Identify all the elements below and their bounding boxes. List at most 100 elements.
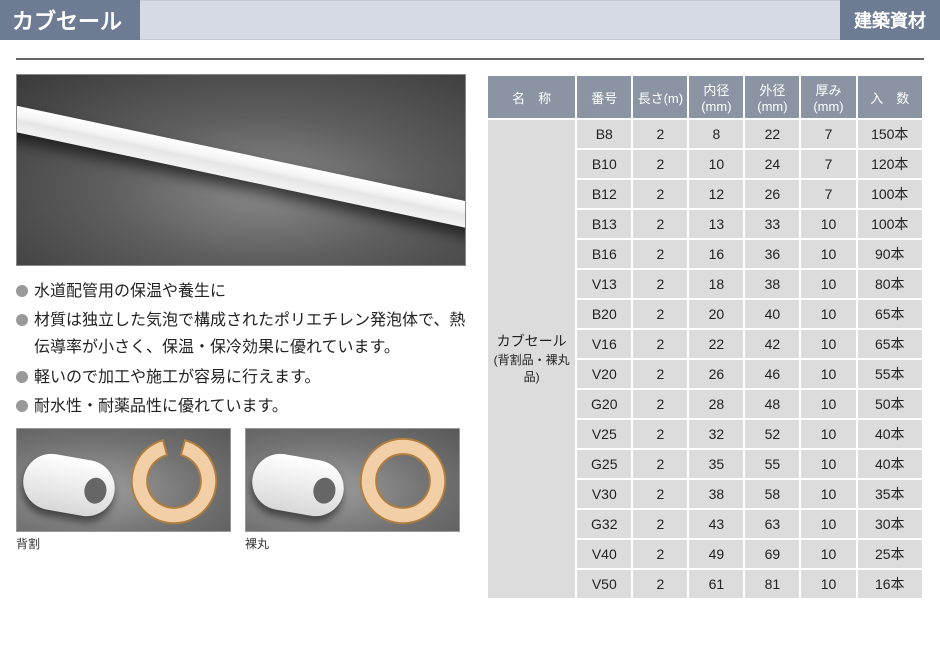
feature-item: 水道配管用の保温や養生に	[16, 278, 466, 305]
table-cell: 2	[632, 539, 688, 569]
table-cell: 13	[688, 209, 744, 239]
feature-item: 軽いので加工や施工が容易に行えます。	[16, 364, 466, 391]
table-cell: 10	[800, 539, 856, 569]
product-photo	[16, 74, 466, 266]
table-cell: 42	[744, 329, 800, 359]
table-cell: B16	[576, 239, 632, 269]
table-header-cell: 入 数	[857, 75, 924, 119]
table-cell: 2	[632, 389, 688, 419]
table-cell: 10	[800, 239, 856, 269]
table-cell: 40本	[857, 449, 924, 479]
table-header-cell: 番号	[576, 75, 632, 119]
table-cell: 48	[744, 389, 800, 419]
header-spacer	[140, 0, 840, 40]
table-cell: 40本	[857, 419, 924, 449]
sample-image	[245, 428, 460, 532]
table-cell: 150本	[857, 119, 924, 149]
table-cell: 2	[632, 419, 688, 449]
table-cell: 10	[800, 509, 856, 539]
table-cell: B20	[576, 299, 632, 329]
bullet-icon	[16, 371, 28, 383]
sample-row: 背割裸丸	[16, 428, 466, 552]
table-cell: 25本	[857, 539, 924, 569]
table-cell: B12	[576, 179, 632, 209]
table-cell: 43	[688, 509, 744, 539]
table-cell: 38	[688, 479, 744, 509]
table-cell: 2	[632, 449, 688, 479]
table-cell: B10	[576, 149, 632, 179]
table-cell: 10	[800, 299, 856, 329]
table-cell: 10	[800, 419, 856, 449]
sample-label: 裸丸	[245, 535, 460, 552]
table-cell: 32	[688, 419, 744, 449]
table-cell: 18	[688, 269, 744, 299]
table-cell: 100本	[857, 179, 924, 209]
table-cell: 2	[632, 509, 688, 539]
table-cell: 35本	[857, 479, 924, 509]
table-header-cell: 長さ(m)	[632, 75, 688, 119]
page-category: 建築資材	[840, 0, 940, 40]
table-cell: 50本	[857, 389, 924, 419]
table-cell: G20	[576, 389, 632, 419]
table-row: カブセール(背割品・裸丸品)B828227150本	[487, 119, 923, 149]
table-cell: 22	[688, 329, 744, 359]
page-title: カブセール	[0, 0, 140, 40]
table-cell: 38	[744, 269, 800, 299]
table-cell: 10	[800, 449, 856, 479]
table-cell: B8	[576, 119, 632, 149]
table-cell: 2	[632, 359, 688, 389]
table-header-row: 名 称番号長さ(m)内径(mm)外径(mm)厚み(mm)入 数	[487, 75, 923, 119]
closed-ring-icon	[355, 433, 451, 529]
table-cell: G25	[576, 449, 632, 479]
table-cell: 10	[688, 149, 744, 179]
table-cell: 22	[744, 119, 800, 149]
table-cell: 12	[688, 179, 744, 209]
feature-text: 水道配管用の保温や養生に	[34, 278, 466, 305]
table-cell: 90本	[857, 239, 924, 269]
feature-text: 材質は独立した気泡で構成されたポリエチレン発泡体で、熱伝導率が小さく、保温・保冷…	[34, 307, 466, 361]
table-cell: 2	[632, 179, 688, 209]
table-cell: 55	[744, 449, 800, 479]
bullet-icon	[16, 400, 28, 412]
product-tube-shape	[16, 103, 466, 232]
table-cell: 61	[688, 569, 744, 599]
table-cell: 63	[744, 509, 800, 539]
table-cell: V13	[576, 269, 632, 299]
table-cell: 7	[800, 119, 856, 149]
table-cell: 2	[632, 119, 688, 149]
table-header-cell: 内径(mm)	[688, 75, 744, 119]
table-cell: 28	[688, 389, 744, 419]
table-cell: 65本	[857, 299, 924, 329]
split-ring-icon	[126, 433, 222, 529]
sample-image	[16, 428, 231, 532]
bullet-icon	[16, 285, 28, 297]
table-cell: 52	[744, 419, 800, 449]
table-cell: 2	[632, 479, 688, 509]
sample-item: 背割	[16, 428, 231, 552]
table-cell: 8	[688, 119, 744, 149]
table-cell: 7	[800, 149, 856, 179]
table-cell: 2	[632, 569, 688, 599]
table-cell: 26	[688, 359, 744, 389]
table-cell: V50	[576, 569, 632, 599]
table-cell: 40	[744, 299, 800, 329]
table-cell: B13	[576, 209, 632, 239]
table-cell: 55本	[857, 359, 924, 389]
table-cell: 49	[688, 539, 744, 569]
table-cell: 33	[744, 209, 800, 239]
table-cell: 30本	[857, 509, 924, 539]
table-header-cell: 名 称	[487, 75, 576, 119]
table-cell: 16	[688, 239, 744, 269]
sample-label: 背割	[16, 535, 231, 552]
table-cell: 10	[800, 269, 856, 299]
table-cell: 10	[800, 359, 856, 389]
table-cell: 65本	[857, 329, 924, 359]
divider	[16, 58, 924, 60]
table-cell: 2	[632, 299, 688, 329]
table-cell: G32	[576, 509, 632, 539]
bullet-icon	[16, 314, 28, 326]
table-cell: 2	[632, 209, 688, 239]
table-cell: 36	[744, 239, 800, 269]
table-cell: 58	[744, 479, 800, 509]
sample-item: 裸丸	[245, 428, 460, 552]
